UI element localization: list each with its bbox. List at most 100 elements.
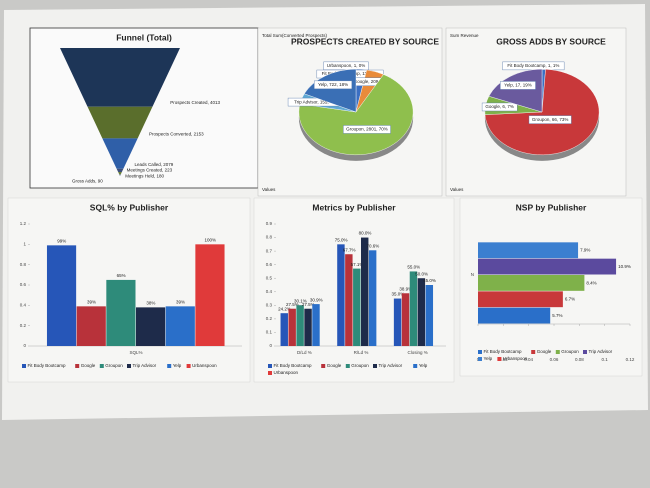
chart-title: PROSPECTS CREATED BY SOURCE: [291, 36, 439, 46]
chart-panel: NSP by Publisher00.020.040.060.080.10.12…: [459, 197, 643, 377]
data-label: 10.9%: [618, 264, 631, 269]
chart-panel: Metrics by Publisher 0 0.1 0.2 0.3 0.4 0.5 0.6 0…: [253, 197, 455, 383]
chart-title: NSP by Publisher: [516, 202, 587, 212]
legend-swatch: [268, 371, 272, 375]
funnel-label: Meetings Held, 180: [125, 174, 164, 179]
data-label: 67.7%: [343, 247, 356, 252]
funnel-label: Gross Adds, 90: [72, 179, 103, 184]
legend-label: Yelp: [173, 363, 182, 368]
data-label: 27.5%: [302, 302, 315, 307]
legend-swatch: [373, 364, 377, 368]
y-tick-label: 0.8: [266, 235, 273, 240]
legend-swatch: [583, 350, 587, 354]
chart-title: GROSS ADDS BY SOURCE: [496, 36, 606, 46]
data-label: 39%: [87, 300, 96, 305]
bar: [478, 242, 579, 259]
bar: [296, 305, 304, 346]
data-label: 65%: [117, 273, 126, 278]
bar: [425, 285, 434, 346]
y-tick-label: 0.4: [20, 303, 27, 308]
funnel-label: Prospects Created, 4013: [170, 100, 220, 105]
data-label: 80.0%: [359, 231, 372, 236]
slice-label: Groupon, 66, 73%: [532, 117, 569, 122]
bar: [165, 306, 195, 346]
bar: [417, 278, 426, 346]
data-label: 75.0%: [335, 238, 348, 243]
data-label: 30.1%: [294, 298, 307, 303]
y-tick-label: N: [471, 272, 474, 277]
data-label: 24.2%: [278, 306, 291, 311]
y-tick-label: 0: [23, 343, 26, 348]
y-tick-label: 0.1: [266, 330, 273, 335]
legend-label: Yelp: [419, 363, 428, 368]
data-label: 38%: [146, 301, 155, 306]
data-label: 70.6%: [367, 243, 380, 248]
chart-title: Funnel (Total): [116, 32, 172, 42]
legend-swatch: [99, 364, 104, 368]
legend-label: Google: [327, 363, 342, 368]
slice-label: Fit Body Bootcamp, 1, 1%: [507, 63, 559, 68]
x-tick-label: SQL%: [129, 350, 142, 355]
bar: [361, 237, 369, 346]
data-label: 35.0%: [391, 292, 404, 297]
y-tick-label: 0.7: [266, 248, 273, 253]
y-tick-label: 0.6: [20, 282, 27, 287]
x-tick-label: R/Ld %: [354, 350, 369, 355]
x-tick-label: 0.12: [626, 357, 635, 362]
legend-label: Urbanspoon: [192, 363, 217, 368]
legend-label: Urbanspoon: [503, 356, 528, 361]
slice-label-box: [500, 81, 536, 90]
chart-subtitle: Sum Revenue: [450, 33, 479, 38]
funnel-segment: [116, 168, 124, 173]
bar: [478, 275, 585, 291]
legend-label: Groupon: [105, 363, 123, 368]
legend-label: Yelp: [484, 356, 493, 361]
bar: [76, 306, 106, 346]
legend-swatch: [497, 357, 502, 361]
legend-swatch: [478, 357, 482, 361]
y-tick-label: 0.4: [266, 289, 273, 294]
legend-label: Urbanspoon: [274, 370, 299, 375]
data-label: 8.4%: [586, 280, 596, 285]
y-tick-label: 0.3: [266, 303, 273, 308]
chart-subtitle: Total Sum(Converted Prospects): [262, 33, 328, 38]
data-label: 57.1%: [351, 262, 364, 267]
chart-title: SQL% by Publisher: [90, 202, 169, 212]
legend-swatch: [22, 364, 26, 368]
axis-label: Values: [262, 187, 276, 192]
slice-label: Groupon, 2801, 70%: [346, 127, 388, 132]
data-label: 5.7%: [552, 313, 562, 318]
funnel-segment: [102, 138, 138, 169]
funnel-segment: [118, 172, 122, 175]
bar: [46, 245, 77, 346]
chart-panel: GROSS ADDS BY SOURCE Sum Revenue Values Fit…: [445, 27, 627, 197]
data-label: 6.7%: [565, 297, 575, 302]
slice-label-box: [314, 80, 353, 90]
y-tick-label: 0.8: [20, 262, 27, 267]
bar: [478, 291, 563, 308]
legend-swatch: [478, 350, 482, 354]
pie-slice: [304, 68, 357, 113]
legend-swatch: [345, 364, 350, 368]
slice-label-box: [343, 125, 391, 134]
data-label: 7.9%: [580, 248, 590, 253]
slice-label: Yelp, 17, 19%: [504, 83, 532, 88]
pie-slice: [298, 74, 414, 156]
funnel-segment: [60, 48, 180, 107]
bar: [136, 307, 166, 346]
slice-label: Google, 209, 5%: [354, 79, 388, 84]
chart-panel: SQL% by Publisher 0 0.2 0.4 0.6 0.8 1 1.2 SQL% 99…: [7, 197, 251, 383]
legend-label: Fit Body Bootcamp: [28, 363, 67, 368]
bar: [280, 313, 288, 346]
legend-label: Groupon: [561, 349, 579, 354]
data-label: 45.0%: [423, 278, 436, 283]
bar: [337, 244, 345, 346]
data-label: 99%: [57, 239, 66, 244]
data-label: 100%: [204, 238, 216, 243]
legend-label: Trip Advisor: [133, 363, 157, 368]
bar: [401, 293, 410, 346]
x-tick-label: D/Ld %: [297, 350, 312, 355]
bar: [478, 307, 551, 324]
legend-swatch: [127, 364, 131, 368]
